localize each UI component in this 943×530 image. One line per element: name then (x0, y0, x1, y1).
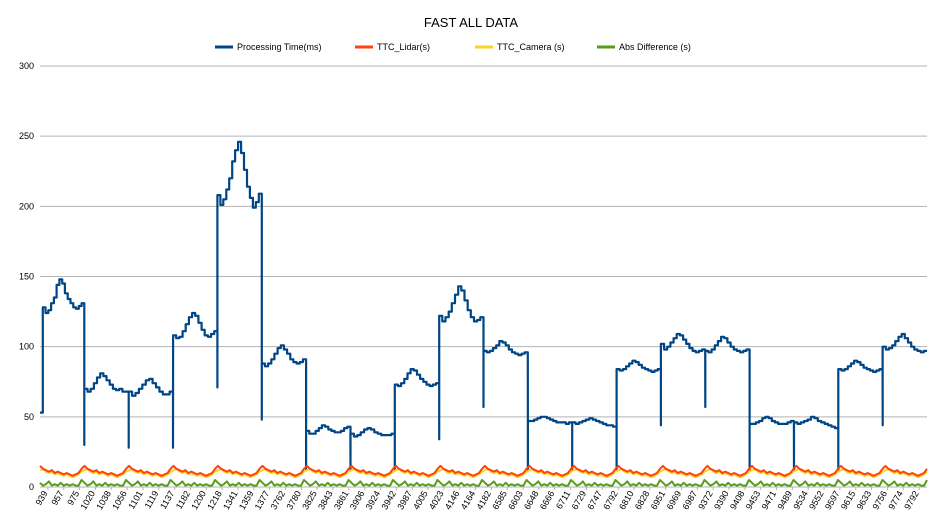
x-tick-label: 1218 (205, 489, 224, 511)
x-tick-label: 1119 (143, 489, 161, 510)
x-tick-label: 9489 (775, 489, 794, 511)
x-tick-label: 9390 (712, 489, 731, 511)
x-tick-label: 1137 (158, 489, 176, 511)
x-tick-label: 3942 (379, 489, 398, 511)
chart-title: FAST ALL DATA (424, 15, 518, 30)
x-tick-label: 9534 (791, 489, 810, 511)
legend-label: TTC_Camera (s) (497, 42, 565, 52)
x-tick-label: 3825 (300, 489, 319, 511)
x-tick-label: 1038 (94, 489, 113, 511)
y-tick-label: 50 (24, 412, 34, 422)
y-tick-label: 0 (29, 482, 34, 492)
series-line-processing-time (40, 140, 927, 472)
series-line-abs-difference-s (39, 479, 928, 487)
gridlines (40, 65, 927, 488)
x-tick-label: 4182 (474, 489, 493, 511)
x-tick-label: 9597 (823, 489, 842, 511)
x-tick-label: 1101 (126, 489, 144, 511)
x-tick-label: 6951 (649, 489, 668, 511)
x-tick-label: 1020 (78, 489, 97, 511)
x-tick-label: 6792 (601, 489, 620, 511)
x-tick-label: 3987 (395, 489, 414, 511)
x-tick-label: 9633 (855, 489, 874, 511)
x-tick-label: 1359 (237, 489, 256, 511)
x-tick-label: 9756 (870, 489, 889, 511)
x-tick-label: 4005 (411, 489, 430, 511)
legend-label: TTC_Lidar(s) (377, 42, 430, 52)
x-tick-label: 3780 (284, 489, 303, 511)
x-tick-label: 9372 (696, 489, 715, 511)
x-tick-label: 957 (49, 489, 65, 507)
x-tick-label: 6603 (506, 489, 525, 511)
x-tick-label: 9774 (886, 489, 905, 511)
x-tick-label: 9792 (902, 489, 921, 511)
x-tick-label: 1377 (253, 489, 272, 511)
x-tick-label: 3906 (348, 489, 367, 511)
plot-area (39, 140, 928, 487)
x-tick-label: 6747 (585, 489, 604, 511)
legend-label: Processing Time(ms) (237, 42, 322, 52)
y-axis-ticks: 0 50 100 150 200 250 300 (19, 61, 34, 492)
x-tick-label: 1200 (189, 489, 208, 511)
x-tick-label: 1341 (221, 489, 240, 511)
x-tick-label: 939 (33, 489, 49, 507)
x-tick-label: 6828 (633, 489, 652, 511)
x-tick-label: 6729 (570, 489, 589, 511)
x-tick-label: 3843 (316, 489, 335, 511)
x-tick-label: 9408 (728, 489, 747, 511)
x-tick-label: 3861 (332, 489, 351, 511)
series-line-ttc-lidar-s (39, 464, 928, 477)
x-tick-label: 6810 (617, 489, 636, 511)
x-tick-label: 9615 (839, 489, 858, 511)
x-tick-label: 4164 (459, 489, 478, 511)
x-tick-label: 6666 (538, 489, 557, 511)
x-tick-label: 6987 (680, 489, 699, 511)
x-tick-label: 6585 (490, 489, 509, 511)
x-tick-label: 4023 (427, 489, 446, 511)
x-tick-label: 6969 (665, 489, 684, 511)
x-tick-label: 6648 (522, 489, 541, 511)
x-axis-ticks: 939 957 9751020103810561101111911371182120… (33, 487, 921, 511)
legend: Processing Time(ms) TTC_Lidar(s) TTC_Camer… (215, 42, 691, 52)
y-tick-label: 150 (19, 272, 34, 282)
x-tick-label: 9552 (807, 489, 826, 511)
series-line-ttc-camera-s (39, 467, 928, 479)
y-tick-label: 250 (19, 131, 34, 141)
y-tick-label: 100 (19, 342, 34, 352)
legend-label: Abs Difference (s) (619, 42, 691, 52)
x-tick-label: 3762 (269, 489, 288, 511)
x-tick-label: 4146 (443, 489, 462, 511)
x-tick-label: 9471 (760, 489, 779, 511)
x-tick-label: 9453 (744, 489, 763, 511)
y-tick-label: 200 (19, 201, 34, 211)
y-tick-label: 300 (19, 61, 34, 71)
x-tick-label: 3924 (364, 489, 383, 511)
x-tick-label: 1056 (110, 489, 129, 511)
